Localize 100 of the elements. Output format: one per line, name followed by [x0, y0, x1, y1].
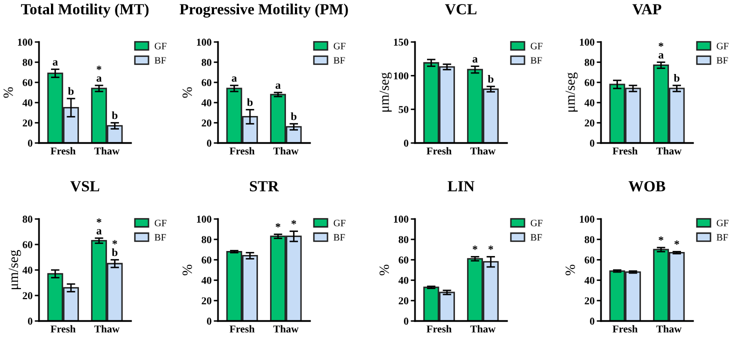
- y-axis-title: %: [380, 264, 389, 276]
- y-tick-label: 150: [394, 38, 408, 46]
- y-tick-label: 40: [22, 266, 32, 274]
- data-label: b: [68, 87, 74, 95]
- y-tick-label: 0: [28, 318, 32, 325]
- x-tick-label: Thaw: [94, 325, 120, 332]
- legend-label: GF: [334, 42, 346, 50]
- data-label: b: [290, 112, 296, 120]
- chart-title: VSL: [70, 181, 100, 192]
- y-tick-label: 80: [584, 58, 594, 66]
- chart-title: VCL: [445, 4, 476, 14]
- y-tick-label: 60: [202, 256, 212, 264]
- x-tick-label: Fresh: [612, 147, 638, 154]
- data-label: *: [674, 240, 680, 245]
- y-tick-label: 80: [398, 236, 408, 244]
- y-tick-label: 100: [196, 216, 212, 223]
- y-tick-label: 80: [584, 236, 594, 244]
- y-tick-label: 100: [394, 72, 408, 80]
- legend-label: BF: [716, 234, 728, 241]
- y-tick-label: 60: [22, 79, 32, 86]
- y-tick-label: 100: [196, 38, 212, 46]
- data-label: *: [276, 223, 280, 228]
- y-tick-label: 20: [22, 119, 32, 127]
- y-tick-label: 40: [201, 276, 212, 284]
- data-label: a: [276, 84, 281, 89]
- y-tick-label: 20: [202, 119, 212, 127]
- y-axis-title: μm/seg: [8, 250, 21, 290]
- legend-label: GF: [716, 42, 728, 50]
- y-tick-label: 80: [22, 216, 32, 223]
- y-tick-label: 100: [580, 216, 594, 223]
- data-label: a: [232, 76, 237, 82]
- y-tick-label: 0: [590, 318, 594, 325]
- legend-label: BF: [154, 234, 166, 241]
- legend-label: GF: [154, 220, 166, 226]
- y-tick-label: 20: [22, 292, 32, 300]
- data-label: * a: [96, 218, 102, 234]
- chart-title: LIN: [448, 181, 474, 192]
- legend-label: BF: [334, 57, 345, 64]
- x-tick-label: Thaw: [470, 147, 496, 154]
- legend-label: BF: [334, 234, 345, 241]
- y-tick-label: 40: [22, 99, 32, 106]
- chart-title: WOB: [628, 181, 666, 192]
- y-tick-label: 60: [584, 79, 594, 86]
- data-label: * a: [96, 66, 102, 82]
- x-tick-label: Fresh: [50, 147, 76, 154]
- y-axis-title: %: [182, 87, 192, 98]
- y-tick-label: 80: [202, 236, 212, 244]
- chart-title: Progressive Motility (PM): [180, 4, 348, 18]
- y-tick-label: 20: [584, 119, 594, 127]
- y-tick-label: 40: [398, 276, 408, 284]
- x-tick-label: Thaw: [470, 325, 496, 332]
- y-tick-label: 20: [202, 297, 212, 304]
- y-tick-label: 0: [206, 140, 212, 147]
- y-axis-title: %: [4, 87, 13, 98]
- y-tick-label: 0: [206, 318, 212, 325]
- legend-label: BF: [154, 57, 166, 64]
- data-label: a: [52, 60, 58, 66]
- x-tick-label: Fresh: [50, 325, 76, 332]
- data-label: * b: [112, 240, 118, 256]
- data-label: b: [247, 98, 253, 106]
- y-tick-label: 60: [584, 256, 594, 264]
- legend-label: BF: [530, 234, 542, 241]
- y-tick-label: 60: [398, 256, 408, 264]
- data-label: *: [291, 220, 296, 224]
- x-tick-label: Thaw: [273, 325, 299, 332]
- y-tick-label: 0: [28, 140, 32, 147]
- x-tick-label: Thaw: [94, 147, 120, 154]
- data-label: a: [472, 57, 478, 63]
- y-tick-label: 0: [404, 318, 408, 325]
- y-tick-label: 80: [22, 58, 32, 66]
- data-label: *: [658, 236, 664, 241]
- x-tick-label: Fresh: [612, 325, 638, 332]
- y-tick-label: 100: [18, 38, 32, 46]
- x-tick-label: Fresh: [230, 325, 255, 332]
- y-tick-label: 20: [584, 297, 594, 304]
- x-tick-label: Thaw: [656, 325, 682, 332]
- legend-label: BF: [530, 57, 542, 64]
- legend-label: GF: [530, 220, 542, 226]
- x-tick-label: Thaw: [656, 147, 682, 154]
- chart-title: STR: [250, 181, 279, 192]
- y-tick-label: 100: [580, 38, 594, 46]
- y-tick-label: 80: [202, 58, 212, 66]
- x-tick-label: Fresh: [426, 147, 452, 154]
- chart-title: VAP: [632, 4, 662, 14]
- x-tick-label: Fresh: [230, 147, 255, 154]
- y-tick-label: 40: [584, 276, 594, 284]
- data-label: b: [112, 111, 118, 120]
- legend-label: GF: [530, 42, 542, 50]
- legend-label: BF: [716, 57, 728, 64]
- y-tick-label: 50: [398, 106, 408, 114]
- y-tick-label: 40: [584, 99, 594, 106]
- y-tick-label: 0: [404, 140, 408, 147]
- data-label: b: [674, 74, 680, 82]
- y-tick-label: 20: [398, 297, 408, 304]
- y-tick-label: 0: [590, 140, 594, 147]
- data-label: b: [488, 74, 494, 83]
- y-axis-title: %: [182, 264, 192, 276]
- y-tick-label: 60: [22, 241, 32, 248]
- legend-label: GF: [716, 220, 728, 226]
- y-tick-label: 60: [202, 79, 212, 86]
